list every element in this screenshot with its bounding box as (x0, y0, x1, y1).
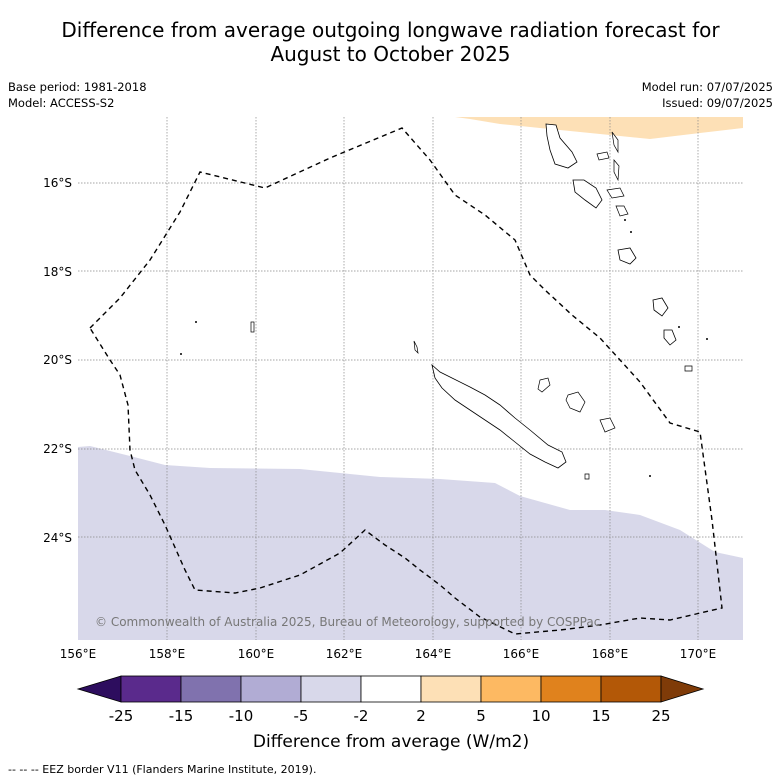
lon-tick-164: 164°E (415, 647, 452, 661)
colorbar-label-9: 25 (651, 707, 670, 725)
title-line-2: August to October 2025 (270, 42, 511, 66)
island-aneityum (684, 365, 693, 372)
meta-left: Base period: 1981-2018 Model: ACCESS-S2 (8, 79, 147, 111)
island-speck (195, 321, 197, 323)
colorbar-swatch-3 (300, 675, 362, 703)
lon-tick-158: 158°E (149, 647, 186, 661)
eez-border (89, 127, 723, 635)
gridlines (78, 117, 743, 640)
title-line-1: Difference from average outgoing longwav… (61, 18, 720, 42)
island-speck (630, 231, 632, 233)
colorbar-label-2: -10 (229, 707, 254, 725)
island-speck (649, 475, 651, 477)
colorbar-swatch-7 (540, 675, 602, 703)
island-speck (180, 353, 182, 355)
lat-tick-18: 18°S (43, 265, 72, 279)
island-malekula (572, 179, 603, 209)
lon-tick-160: 160°E (238, 647, 275, 661)
colorbar-label-0: -25 (109, 707, 134, 725)
island-erromango (652, 297, 669, 317)
colorbar-swatch-6 (480, 675, 542, 703)
footer-eez-note: -- -- -- EEZ border V11 (Flanders Marine… (8, 763, 317, 776)
lat-tick-20: 20°S (43, 353, 72, 367)
island-speck (678, 326, 680, 328)
colorbar-swatch-8 (600, 675, 662, 703)
lat-tick-16: 16°S (43, 176, 72, 190)
colorbar-label-4: -2 (354, 707, 369, 725)
island-speck (624, 219, 626, 221)
lon-tick-labels: 156°E 158°E 160°E 162°E 164°E 166°E 168°… (60, 647, 717, 661)
copyright-text: © Commonwealth of Australia 2025, Bureau… (95, 615, 600, 629)
island-loyalty-ouvea (537, 377, 551, 393)
positive-anomaly-region (455, 117, 743, 139)
meta-right: Model run: 07/07/2025 Issued: 09/07/2025 (642, 79, 773, 111)
island-speck (706, 338, 708, 340)
island-tanna (663, 329, 677, 346)
lat-tick-22: 22°S (43, 442, 72, 456)
lon-tick-170: 170°E (680, 647, 717, 661)
island-walpole (584, 473, 590, 480)
lon-tick-156: 156°E (60, 647, 97, 661)
chart-title: Difference from average outgoing longwav… (0, 18, 781, 66)
colorbar: -25 -15 -10 -5 -2 2 5 10 15 25 Differenc… (76, 675, 705, 752)
lon-tick-168: 168°E (592, 647, 629, 661)
island-epi (615, 205, 629, 217)
island-ambrym (606, 187, 625, 199)
colorbar-high-extension (660, 675, 705, 703)
map-area: © Commonwealth of Australia 2025, Bureau… (78, 117, 743, 640)
colorbar-swatch-1 (180, 675, 242, 703)
island-pentecost (613, 159, 620, 182)
colorbar-swatch-4 (360, 675, 422, 703)
lat-tick-24: 24°S (43, 531, 72, 545)
lon-tick-166: 166°E (503, 647, 540, 661)
island-maewo (611, 131, 619, 154)
new-caledonia-island (431, 363, 567, 469)
island-ambae (596, 151, 610, 161)
issued-date: Issued: 09/07/2025 (662, 96, 773, 110)
island-speck (250, 321, 255, 333)
colorbar-low-extension (76, 675, 122, 703)
model-name: Model: ACCESS-S2 (8, 96, 115, 110)
lon-tick-162: 162°E (326, 647, 363, 661)
island-loyalty-mare (599, 417, 616, 433)
island-efate (617, 247, 637, 265)
colorbar-title: Difference from average (W/m2) (253, 732, 529, 752)
colorbar-label-8: 15 (591, 707, 610, 725)
island-belep (413, 340, 419, 355)
colorbar-label-3: -5 (294, 707, 309, 725)
island-loyalty-lifou (565, 391, 586, 413)
colorbar-swatch-0 (120, 675, 182, 703)
colorbar-swatch-5 (420, 675, 482, 703)
colorbar-label-1: -15 (169, 707, 194, 725)
model-run: Model run: 07/07/2025 (641, 80, 773, 94)
colorbar-label-7: 10 (531, 707, 550, 725)
lat-tick-labels: 16°S 18°S 20°S 22°S 24°S (43, 176, 72, 545)
colorbar-label-6: 5 (476, 707, 486, 725)
colorbar-swatch-2 (240, 675, 302, 703)
colorbar-label-5: 2 (416, 707, 426, 725)
island-espiritu-santo (545, 123, 578, 169)
base-period: Base period: 1981-2018 (8, 80, 147, 94)
